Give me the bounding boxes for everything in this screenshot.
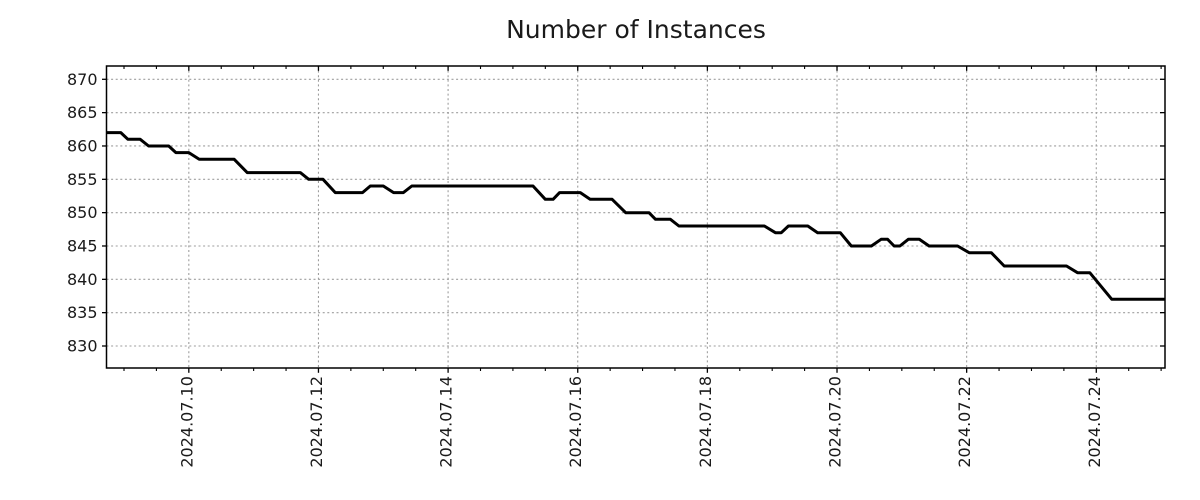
y-tick-label: 860 (67, 136, 98, 155)
x-tick-label: 2024.07.20 (826, 376, 845, 468)
y-tick-label: 835 (67, 303, 98, 322)
plot-border (105, 65, 1166, 369)
grid-layer (106, 66, 1165, 368)
y-tick-label: 855 (67, 170, 98, 189)
y-tick-label: 870 (67, 70, 98, 89)
y-tick-label: 865 (67, 103, 98, 122)
y-tick-label: 830 (67, 337, 98, 356)
y-tick-label: 840 (67, 270, 98, 289)
x-tick-label: 2024.07.24 (1085, 376, 1104, 468)
tick-label-layer: 870 865 860 855 850 845 840 835 830 2024.07.10 202… (67, 70, 1104, 468)
x-tick-label: 2024.07.10 (177, 376, 196, 468)
series-layer (106, 131, 1165, 301)
y-tick-label: 850 (67, 203, 98, 222)
axis-layer (102, 65, 1166, 373)
x-tick-label: 2024.07.16 (566, 376, 585, 468)
y-tick-label: 845 (67, 236, 98, 255)
chart-title: Number of Instances (506, 15, 766, 44)
x-tick-label: 2024.07.22 (955, 376, 974, 468)
x-tick-label: 2024.07.14 (437, 376, 456, 468)
x-tick-label: 2024.07.18 (696, 376, 715, 468)
x-tick-label: 2024.07.12 (307, 376, 326, 468)
series-line-instances (106, 131, 1165, 301)
